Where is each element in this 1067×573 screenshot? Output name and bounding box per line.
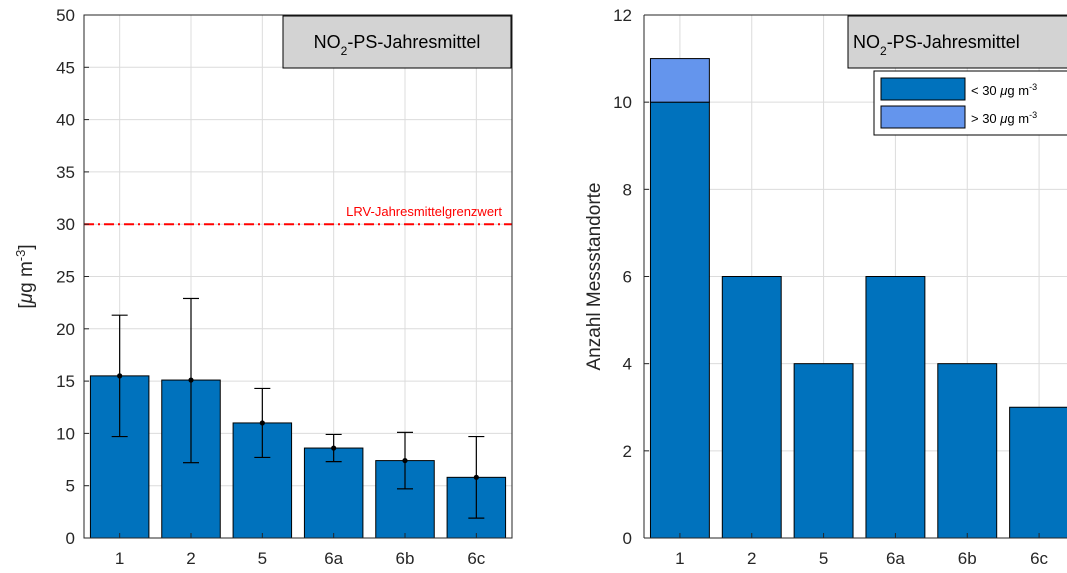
x-tick-label: 5 [258, 549, 267, 568]
title-box: NO2-PS-Jahresmittel [847, 15, 1067, 69]
mean-point [259, 420, 265, 426]
bar-below-30 [721, 276, 782, 539]
y-tick-label: 6 [623, 268, 632, 287]
bar-above-30 [649, 58, 710, 103]
mean-point [331, 445, 337, 451]
x-tick-label: 6c [467, 549, 485, 568]
y-tick-label: 10 [56, 424, 75, 443]
x-tick-label: 1 [675, 549, 684, 568]
x-tick-label: 1 [115, 549, 124, 568]
error-bar [111, 314, 128, 438]
error-bar [468, 435, 485, 519]
y-tick-label: 5 [66, 477, 75, 496]
y-tick-label: 50 [56, 6, 75, 25]
x-tick-label: 6b [958, 549, 977, 568]
y-tick-label: 45 [56, 58, 75, 77]
chart-title: NO2-PS-Jahresmittel [853, 32, 1020, 58]
y-tick-label: 0 [66, 529, 75, 548]
x-tick-label: 6a [324, 549, 343, 568]
mean-point [117, 373, 123, 379]
y-tick-label: 0 [623, 529, 632, 548]
x-tick-label: 2 [186, 549, 195, 568]
bar-below-30 [793, 363, 854, 539]
title-box: NO2-PS-Jahresmittel [282, 15, 512, 69]
y-tick-label: 15 [56, 372, 75, 391]
x-tick-label: 2 [747, 549, 756, 568]
title-box-bg [847, 15, 1067, 69]
bar-below-30 [1009, 406, 1067, 539]
y-tick-label: 4 [623, 355, 632, 374]
bar [303, 447, 364, 539]
x-tick-label: 5 [819, 549, 828, 568]
y-tick-label: 2 [623, 442, 632, 461]
legend-swatch [880, 105, 966, 129]
error-bar [183, 297, 199, 464]
mean-point [188, 377, 194, 383]
bar-below-30 [865, 276, 926, 539]
y-tick-label: 35 [56, 163, 75, 182]
y-axis-label: Anzahl Messstandorte [584, 183, 605, 371]
bar [375, 460, 435, 539]
y-tick-label: 40 [56, 111, 75, 130]
reference-line-label: LRV-Jahresmittelgrenzwert [346, 204, 502, 219]
y-tick-label: 10 [613, 93, 632, 112]
error-bar [325, 433, 342, 463]
chart-left-annual-mean: LRV-Jahresmittelgrenzwert051015202530354… [13, 6, 513, 568]
bar-below-30 [649, 101, 710, 539]
y-axis-label: [μg m-3] [13, 244, 38, 308]
x-tick-label: 6b [396, 549, 415, 568]
error-bar [254, 387, 271, 459]
y-tick-label: 12 [613, 6, 632, 25]
legend-label: > 30 μg m-3 [971, 110, 1037, 126]
legend: < 30 μg m-3 > 30 μg m-3 [873, 70, 1067, 136]
legend-label: < 30 μg m-3 [971, 82, 1037, 98]
legend-swatch [880, 77, 966, 101]
y-tick-label: 30 [56, 215, 75, 234]
title-box-bg [282, 15, 512, 69]
y-tick-label: 8 [623, 180, 632, 199]
bar-below-30 [937, 363, 998, 539]
mean-point [473, 474, 479, 480]
x-tick-label: 6c [1030, 549, 1048, 568]
error-bar [397, 431, 413, 490]
mean-point [402, 457, 408, 464]
y-tick-label: 20 [56, 320, 75, 339]
y-tick-label: 25 [56, 268, 75, 287]
chart-title: NO2-PS-Jahresmittel [314, 32, 481, 58]
x-tick-label: 6a [886, 549, 905, 568]
